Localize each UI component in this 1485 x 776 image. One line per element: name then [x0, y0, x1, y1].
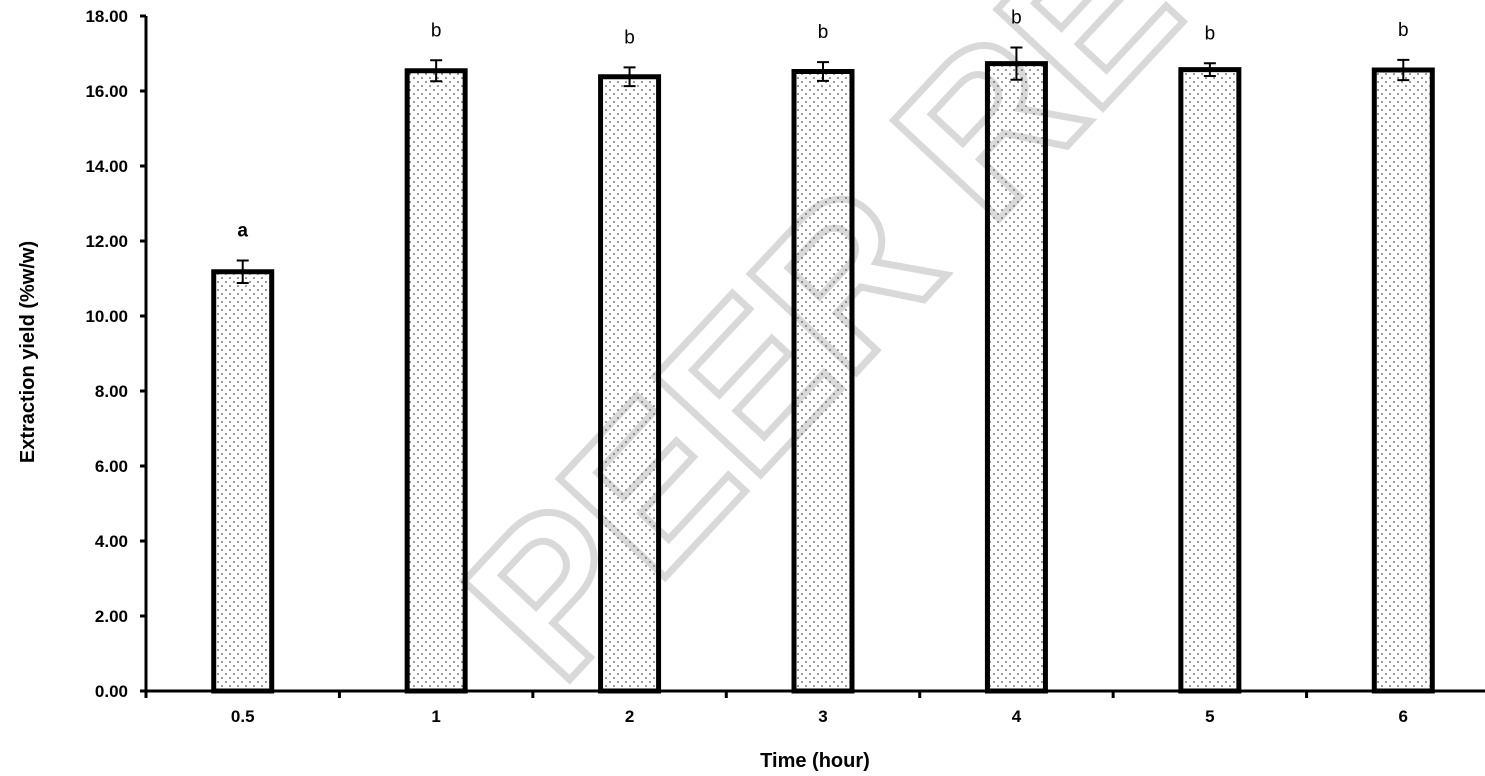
- y-tick-label: 14.00: [85, 157, 128, 176]
- x-tick-label: 0.5: [231, 707, 255, 726]
- significance-label: a: [237, 221, 248, 242]
- x-tick-label: 5: [1205, 707, 1214, 726]
- y-axis-title: Extraction yield (%w/w): [17, 241, 39, 463]
- y-tick-label: 2.00: [95, 607, 128, 626]
- y-axis: 0.00 2.00 4.00 6.00 8.00 10.00 12.00 14.00 16.00…: [85, 7, 148, 701]
- bar: [1178, 67, 1242, 694]
- y-tick-label: 12.00: [85, 232, 128, 251]
- significance-label: b: [624, 27, 635, 48]
- y-tick-label: 6.00: [95, 457, 128, 476]
- x-tick-label: 3: [818, 707, 827, 726]
- y-tick-group: 0.00 2.00 4.00 6.00 8.00 10.00 12.00 14.00 16.00…: [85, 7, 146, 701]
- x-axis-title: Time (hour): [760, 750, 870, 772]
- y-tick-label: 8.00: [95, 382, 128, 401]
- significance-label: b: [1011, 8, 1022, 29]
- bar-group: a 0.5 b 1 b 2 b 3 b 4 b 5 b 6: [211, 8, 1435, 726]
- watermark: PEER REVIEW: [418, 0, 1485, 724]
- x-tick-label: 1: [431, 707, 440, 726]
- significance-label: b: [1398, 20, 1409, 41]
- significance-label: b: [431, 20, 442, 41]
- y-tick-label: 4.00: [95, 532, 128, 551]
- x-tick-label: 4: [1012, 707, 1022, 726]
- bar: [598, 74, 662, 694]
- y-tick-label: 10.00: [85, 307, 128, 326]
- watermark-text: PEER REVIEW: [421, 0, 1485, 721]
- bar: [211, 269, 275, 694]
- bar: [984, 61, 1048, 694]
- significance-label: b: [1205, 23, 1216, 44]
- significance-label: b: [818, 22, 829, 43]
- bar: [791, 69, 855, 694]
- y-tick-label: 16.00: [85, 82, 128, 101]
- x-tick-group: [144, 691, 1309, 698]
- y-tick-label: 0.00: [95, 682, 128, 701]
- x-tick-label: 6: [1399, 707, 1408, 726]
- bar: [1371, 67, 1435, 694]
- y-tick-label: 18.00: [85, 7, 128, 26]
- x-tick-label: 2: [625, 707, 634, 726]
- bar: [404, 68, 468, 694]
